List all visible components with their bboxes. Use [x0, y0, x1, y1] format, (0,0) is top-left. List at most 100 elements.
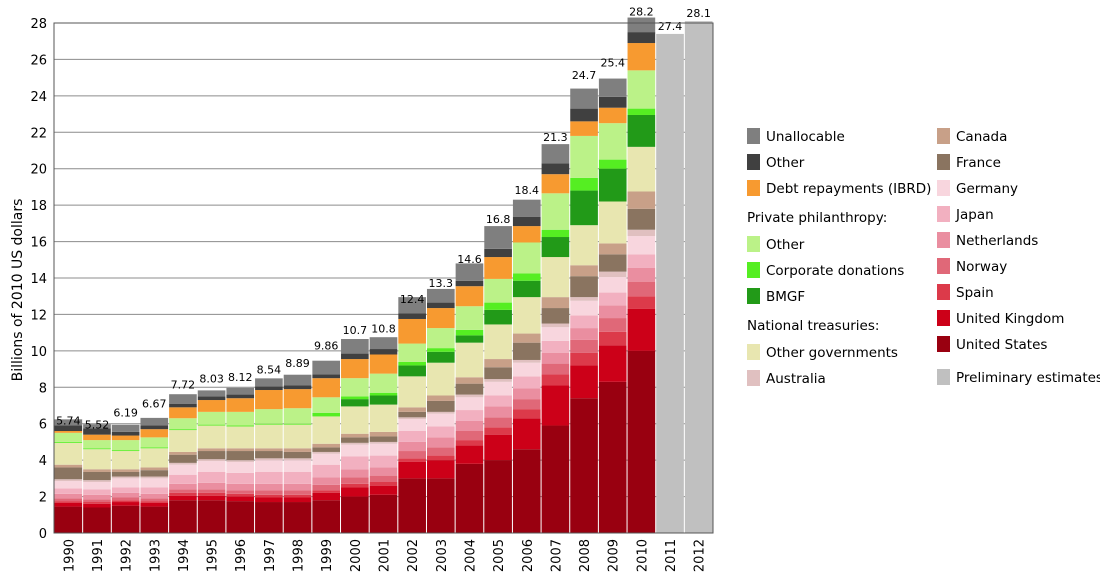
- bar-segment-2009-13: [598, 123, 627, 160]
- legend-label: Norway: [956, 259, 1007, 275]
- bar-segment-1991-5: [83, 489, 111, 495]
- bar-segment-1991-14: [83, 434, 111, 441]
- bar-segment-2010-4: [627, 267, 656, 282]
- bar-segment-2010-13: [627, 70, 656, 109]
- x-tick-label: 1998: [292, 539, 307, 572]
- bar-segment-2009-14: [598, 107, 627, 124]
- total-label-1994: 7.72: [171, 378, 196, 391]
- bar-segment-1996-10: [226, 426, 255, 449]
- bar-segment-2003-6: [426, 413, 455, 427]
- legend-label: United Kingdom: [956, 311, 1064, 327]
- total-label-2003: 13.3: [429, 277, 454, 290]
- x-tick-label: 2007: [549, 539, 564, 572]
- bar-segment-2003-11: [426, 351, 455, 363]
- y-tick-label: 6: [39, 418, 47, 433]
- legend-heading: National treasuries:: [747, 318, 879, 334]
- bar-segment-2010-12: [627, 108, 656, 115]
- bar-segment-1992-0: [111, 505, 140, 533]
- bar-segment-1992-12: [111, 450, 140, 452]
- bar-segment-1991-3: [83, 499, 111, 503]
- legend-swatch: [937, 336, 950, 352]
- total-label-1991: 5.52: [85, 418, 110, 431]
- bar-segment-1998-16: [283, 374, 312, 386]
- bar-segment-1996-12: [226, 425, 255, 427]
- bar-segment-2005-15: [484, 248, 512, 258]
- bar-segment-2010-0: [627, 350, 656, 533]
- bar-segment-2003-2: [426, 455, 455, 461]
- bar-segment-2004-1: [455, 445, 484, 464]
- bar-segment-2005-12: [484, 302, 512, 310]
- bar-segment-1994-0: [169, 500, 197, 533]
- bar-segment-1998-5: [283, 471, 312, 484]
- bar-segment-1998-12: [283, 423, 312, 425]
- bar-segment-2009-0: [598, 381, 627, 533]
- bar-segment-2012-17: [684, 21, 713, 534]
- bar-segment-2006-1: [512, 418, 541, 450]
- bar-segment-2010-5: [627, 254, 656, 268]
- bar-segment-2006-5: [512, 376, 541, 389]
- y-tick-label: 20: [30, 163, 47, 178]
- bar-segment-2006-15: [512, 216, 541, 227]
- bar-segment-2000-5: [341, 456, 369, 470]
- bar-segment-1995-8: [197, 451, 226, 460]
- bar-segment-1993-4: [140, 493, 169, 499]
- bar-segment-2001-16: [369, 337, 398, 350]
- bar-segment-2009-3: [598, 318, 627, 332]
- bar-segment-1998-14: [283, 389, 312, 409]
- total-label-2012: 28.1: [686, 7, 711, 20]
- bar-segment-2009-16: [598, 78, 627, 97]
- bar-segment-1990-2: [54, 501, 83, 503]
- bar-segment-2008-14: [570, 121, 598, 136]
- bar-segment-2010-2: [627, 296, 656, 309]
- bar-segment-1996-8: [226, 451, 255, 461]
- bar-segment-2003-15: [426, 302, 455, 309]
- bar-segment-1998-2: [283, 494, 312, 498]
- total-label-2010: 28.2: [629, 5, 654, 18]
- bar-segment-1996-4: [226, 483, 255, 491]
- bar-segment-1992-8: [111, 471, 140, 477]
- x-tick-label: 1992: [120, 539, 135, 572]
- bar-segment-1993-8: [140, 470, 169, 477]
- y-tick-label: 4: [39, 454, 47, 469]
- bar-segment-2002-7: [398, 417, 426, 420]
- bar-segment-2011-17: [656, 33, 684, 534]
- legend-swatch: [937, 206, 950, 222]
- total-label-1996: 8.12: [228, 371, 253, 384]
- legend-label: Unallocable: [766, 129, 845, 145]
- bar-segment-1990-7: [54, 479, 83, 482]
- bar-segment-1997-5: [255, 471, 283, 484]
- bar-segment-1993-13: [140, 437, 169, 448]
- x-tick-label: 2002: [406, 539, 421, 572]
- bar-segment-1991-8: [83, 471, 111, 481]
- bar-segment-2003-12: [426, 348, 455, 352]
- legend-label: Australia: [766, 371, 826, 387]
- bar-segment-2001-7: [369, 441, 398, 444]
- bar-segment-1993-9: [140, 467, 169, 471]
- legend-swatch: [747, 262, 760, 278]
- bar-segment-2006-13: [512, 242, 541, 274]
- bar-segment-1991-10: [83, 449, 111, 470]
- bar-segment-1992-2: [111, 500, 140, 503]
- bar-segment-2007-3: [541, 363, 570, 375]
- bar-segment-1990-13: [54, 432, 83, 442]
- bar-segment-2002-9: [398, 407, 426, 412]
- y-tick-label: 8: [39, 381, 47, 396]
- bar-segment-2004-5: [455, 410, 484, 421]
- bar-segment-1998-15: [283, 385, 312, 390]
- bar-segment-1999-14: [312, 378, 341, 398]
- bar-segment-1995-4: [197, 482, 226, 490]
- bars: [54, 17, 713, 534]
- bar-segment-1992-6: [111, 478, 140, 488]
- bar-segment-2008-13: [570, 135, 598, 178]
- legend-swatch: [747, 344, 760, 360]
- bar-segment-1994-13: [169, 418, 197, 430]
- bar-segment-1995-10: [197, 425, 226, 449]
- bar-segment-2006-11: [512, 280, 541, 298]
- bar-segment-1996-7: [226, 460, 255, 462]
- bar-segment-1993-12: [140, 447, 169, 449]
- x-tick-label: 1994: [177, 539, 192, 572]
- bar-segment-1999-5: [312, 464, 341, 478]
- y-axis-title: Billions of 2010 US dollars: [10, 199, 26, 382]
- bar-segment-1997-14: [255, 390, 283, 410]
- x-tick-label: 2000: [349, 539, 364, 572]
